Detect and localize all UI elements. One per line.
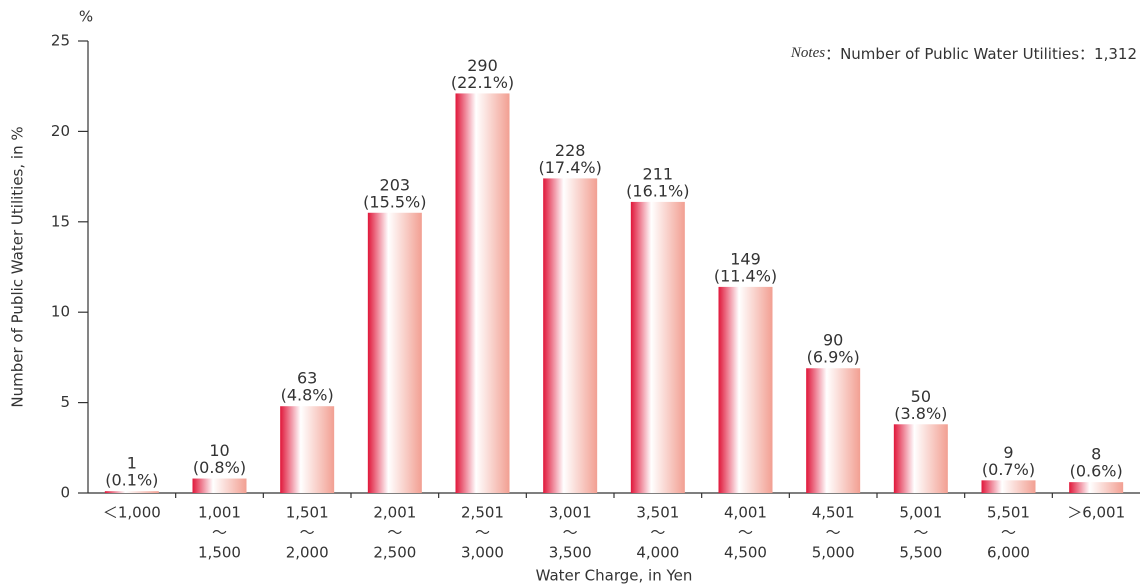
x-tick-label: 2,501 bbox=[461, 504, 504, 522]
y-tick-label: 5 bbox=[60, 393, 70, 411]
value-label: (0.6%) bbox=[1070, 462, 1123, 481]
y-tick-label: 10 bbox=[51, 303, 70, 321]
x-tick-label: 5,001 bbox=[899, 504, 942, 522]
x-tick-label: 1,501 bbox=[286, 504, 329, 522]
count-label: 8 bbox=[1091, 445, 1101, 464]
x-tick-label: 4,501 bbox=[812, 504, 855, 522]
bar bbox=[1069, 482, 1124, 493]
x-tick-label: ～ bbox=[826, 524, 841, 542]
count-label: 90 bbox=[823, 331, 843, 350]
y-unit: % bbox=[79, 8, 93, 26]
bar bbox=[455, 93, 510, 493]
x-axis-label: Water Charge, in Yen bbox=[536, 567, 693, 585]
count-label: 203 bbox=[380, 175, 411, 194]
bar bbox=[718, 286, 773, 493]
count-label: 290 bbox=[467, 56, 498, 75]
x-tick-label: ～ bbox=[1001, 524, 1016, 542]
x-tick-label: ～ bbox=[650, 524, 665, 542]
bar bbox=[104, 491, 159, 493]
x-tick-label: 3,001 bbox=[549, 504, 592, 522]
x-tick-label: 5,501 bbox=[987, 504, 1030, 522]
value-label: (22.1%) bbox=[451, 73, 514, 92]
bar bbox=[280, 406, 335, 493]
notes-text: ：Number of Public Water Utilities：1,312 bbox=[825, 45, 1137, 63]
y-axis-label: Number of Public Water Utilities, in % bbox=[9, 126, 27, 407]
count-label: 9 bbox=[1003, 443, 1013, 462]
value-label: (6.9%) bbox=[807, 348, 860, 367]
bar bbox=[981, 480, 1036, 493]
count-label: 149 bbox=[730, 249, 761, 268]
x-tick-label: ～ bbox=[300, 524, 315, 542]
x-tick-label: 5,500 bbox=[899, 544, 942, 562]
x-tick-label: ～ bbox=[212, 524, 227, 542]
value-label: (0.1%) bbox=[105, 471, 158, 490]
x-tick-label: 3,000 bbox=[461, 544, 504, 562]
count-label: 228 bbox=[555, 141, 586, 160]
x-tick-label: ＜1,000 bbox=[103, 504, 161, 522]
x-tick-label: 1,001 bbox=[198, 504, 241, 522]
x-tick-label: 2,500 bbox=[373, 544, 416, 562]
count-label: 10 bbox=[209, 441, 229, 460]
count-label: 50 bbox=[911, 387, 931, 406]
x-tick-label: 3,500 bbox=[549, 544, 592, 562]
notes: Notes：Number of Public Water Utilities：1… bbox=[790, 45, 1137, 63]
count-label: 211 bbox=[643, 164, 674, 183]
x-tick-label: 5,000 bbox=[812, 544, 855, 562]
value-label: (0.8%) bbox=[193, 458, 246, 477]
x-tick-label: ～ bbox=[475, 524, 490, 542]
count-label: 1 bbox=[127, 454, 137, 473]
y-tick-label: 25 bbox=[51, 32, 70, 50]
value-label: (16.1%) bbox=[626, 181, 689, 200]
count-label: 63 bbox=[297, 369, 317, 388]
x-tick-label: 3,501 bbox=[636, 504, 679, 522]
value-label: (17.4%) bbox=[539, 158, 602, 177]
y-tick-label: 0 bbox=[60, 484, 70, 502]
bar bbox=[893, 424, 948, 493]
x-tick-label: 2,000 bbox=[286, 544, 329, 562]
value-label: (0.7%) bbox=[982, 460, 1035, 479]
x-tick-label: 2,001 bbox=[373, 504, 416, 522]
x-tick-label: ＞6,001 bbox=[1067, 504, 1125, 522]
y-tick-label: 20 bbox=[51, 122, 70, 140]
notes-label: Notes bbox=[790, 45, 825, 61]
x-tick-label: ～ bbox=[913, 524, 928, 542]
x-tick-label: 4,001 bbox=[724, 504, 767, 522]
x-tick-label: 4,000 bbox=[636, 544, 679, 562]
y-tick-label: 15 bbox=[51, 212, 70, 230]
x-tick-label: ～ bbox=[738, 524, 753, 542]
value-label: (4.8%) bbox=[281, 386, 334, 405]
value-label: (11.4%) bbox=[714, 266, 777, 285]
value-label: (15.5%) bbox=[363, 192, 426, 211]
bar bbox=[806, 368, 861, 493]
x-tick-label: 6,000 bbox=[987, 544, 1030, 562]
value-label: (3.8%) bbox=[894, 404, 947, 423]
bar bbox=[543, 178, 598, 493]
x-tick-label: 4,500 bbox=[724, 544, 767, 562]
bar bbox=[367, 212, 422, 493]
bar bbox=[630, 201, 685, 494]
x-tick-label: ～ bbox=[387, 524, 402, 542]
x-tick-label: 1,500 bbox=[198, 544, 241, 562]
x-tick-label: ～ bbox=[563, 524, 578, 542]
bar bbox=[192, 478, 247, 493]
